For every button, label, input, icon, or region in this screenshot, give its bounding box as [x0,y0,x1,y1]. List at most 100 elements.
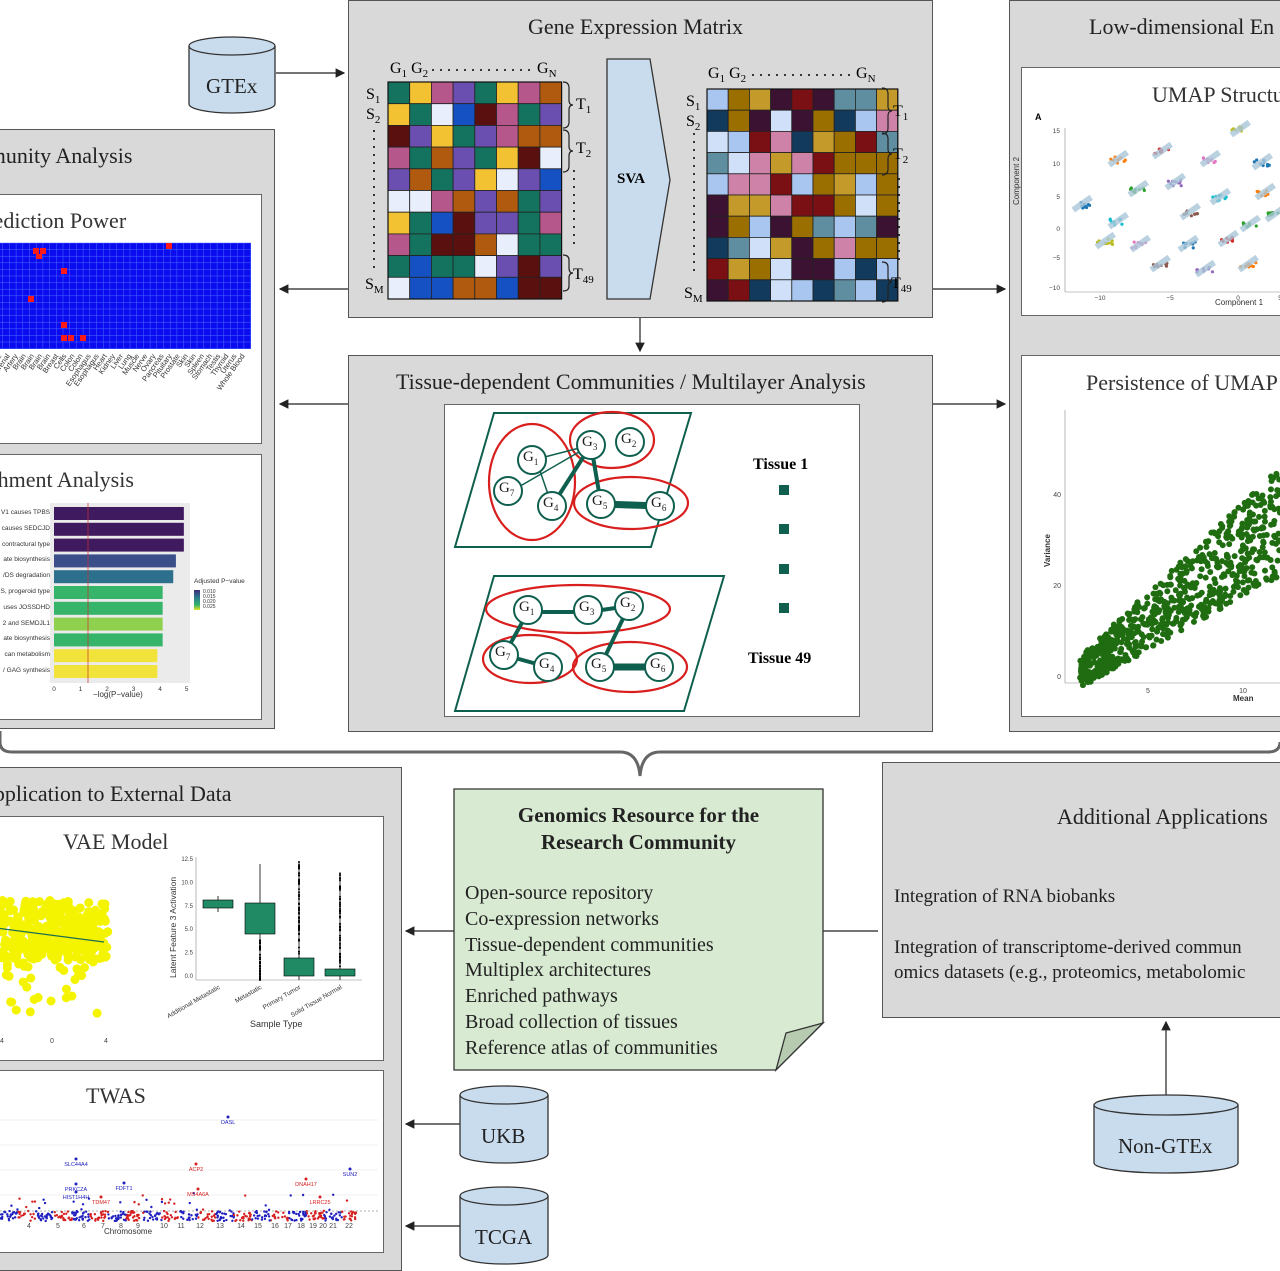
umap-point [1191,246,1195,250]
twas-point [165,1211,168,1214]
twas-point [222,1216,225,1219]
vae-point [79,963,89,973]
matrix-cell [770,130,793,153]
enrichment-bar-label: 2 and SEMDJL1 [2,619,50,627]
matrix-cell [791,236,814,259]
twas-xtick: 5 [56,1223,60,1230]
gene-node-label: G3 [582,434,598,452]
umap-ylabel: Component 2 [1012,156,1021,205]
twas-point [265,1210,268,1213]
box-outlier [339,959,341,962]
matrix-cell [474,103,497,126]
matrix-cell [474,125,497,148]
vae-point [77,970,87,980]
matrix-cell [749,258,772,281]
twas-point [93,1213,97,1216]
twas-point [13,1211,16,1214]
vae-point [25,914,35,924]
twas-point [103,1215,107,1218]
persistence-point [1216,539,1223,546]
twas-point [167,1201,171,1204]
twas-hit [122,1181,126,1185]
matrix-cell [706,109,729,132]
box-outlier [259,977,261,980]
box-outlier [339,938,341,941]
persistence-point [1227,598,1234,605]
box-ytick: 2.5 [185,951,194,957]
twas-point [308,1218,311,1221]
matrix-cell [539,168,563,191]
twas-point [156,1211,159,1215]
persistence-point [1250,518,1257,525]
umap-xtick: −5 [1166,295,1174,302]
umap-ytick: 15 [1053,128,1061,135]
persistence-point [1275,530,1280,537]
gene-node [513,595,543,625]
umap-point [1142,188,1146,193]
matrix-left-s1: S1 [366,86,381,107]
twas-point [148,1212,151,1215]
box-outlier [339,936,341,939]
matrix-cell [727,194,750,217]
twas-point [197,1216,200,1219]
matrix-cell [430,190,454,213]
umap-point [1255,158,1259,162]
twas-point [349,1219,353,1222]
twas-point [331,1193,335,1196]
twas-point [89,1212,93,1216]
box-outlier [298,871,300,874]
persistence-point [1274,557,1280,564]
matrix-cell [474,233,497,256]
persistence-point [1231,553,1238,560]
persistence-point [1182,556,1189,563]
persistence-point [1130,617,1137,624]
twas-point [103,1213,107,1216]
matrix-cell [539,211,563,235]
umap-cluster-label [1251,152,1273,171]
vae-point [52,946,62,956]
twas-point [8,1209,11,1213]
persistence-point [1127,633,1134,640]
matrix-cell [855,215,878,238]
twas-point [128,1214,131,1217]
matrix-cell [474,146,497,170]
twas-point [173,1202,176,1205]
enrichment-bar [54,633,163,647]
persistence-point [1267,486,1274,493]
vae-point [1,942,11,952]
matrix-cell [876,236,899,259]
matrix-cell [812,194,835,217]
persistence-ytick: 0 [1057,674,1061,681]
matrix-cell [517,255,541,278]
matrix-cell [770,109,793,132]
twas-point [222,1219,226,1223]
persistence-point [1133,652,1140,659]
matrix-cell [791,258,814,281]
umap-cluster-label [1254,182,1276,201]
persistence-point [1177,573,1184,580]
umap-point [1195,212,1199,216]
gene-node-label: G2 [621,431,637,449]
matrix-cell [409,233,432,256]
matrix-cell [833,215,856,238]
persistence-point [1252,581,1259,588]
matrix-cell [409,125,432,148]
twas-point [219,1217,222,1221]
box-ytick: 7.5 [185,904,194,910]
twas-point [330,1212,333,1215]
twas-point [322,1209,326,1213]
twas-point [104,1209,107,1213]
vae-point [84,898,94,908]
persistence-point [1225,528,1232,535]
persistence-point [1270,521,1277,528]
twas-gene-label: HIST1H4H [63,1195,90,1201]
matrix-cell [791,88,814,111]
twas-point [242,1219,245,1222]
umap-point [1254,224,1258,228]
twas-point [160,1198,164,1201]
twas-point [101,1210,105,1213]
twas-point [187,1213,191,1216]
persistence-point [1251,570,1258,577]
twas-xtick: 20 [319,1223,327,1230]
persistence-point [1275,505,1280,512]
